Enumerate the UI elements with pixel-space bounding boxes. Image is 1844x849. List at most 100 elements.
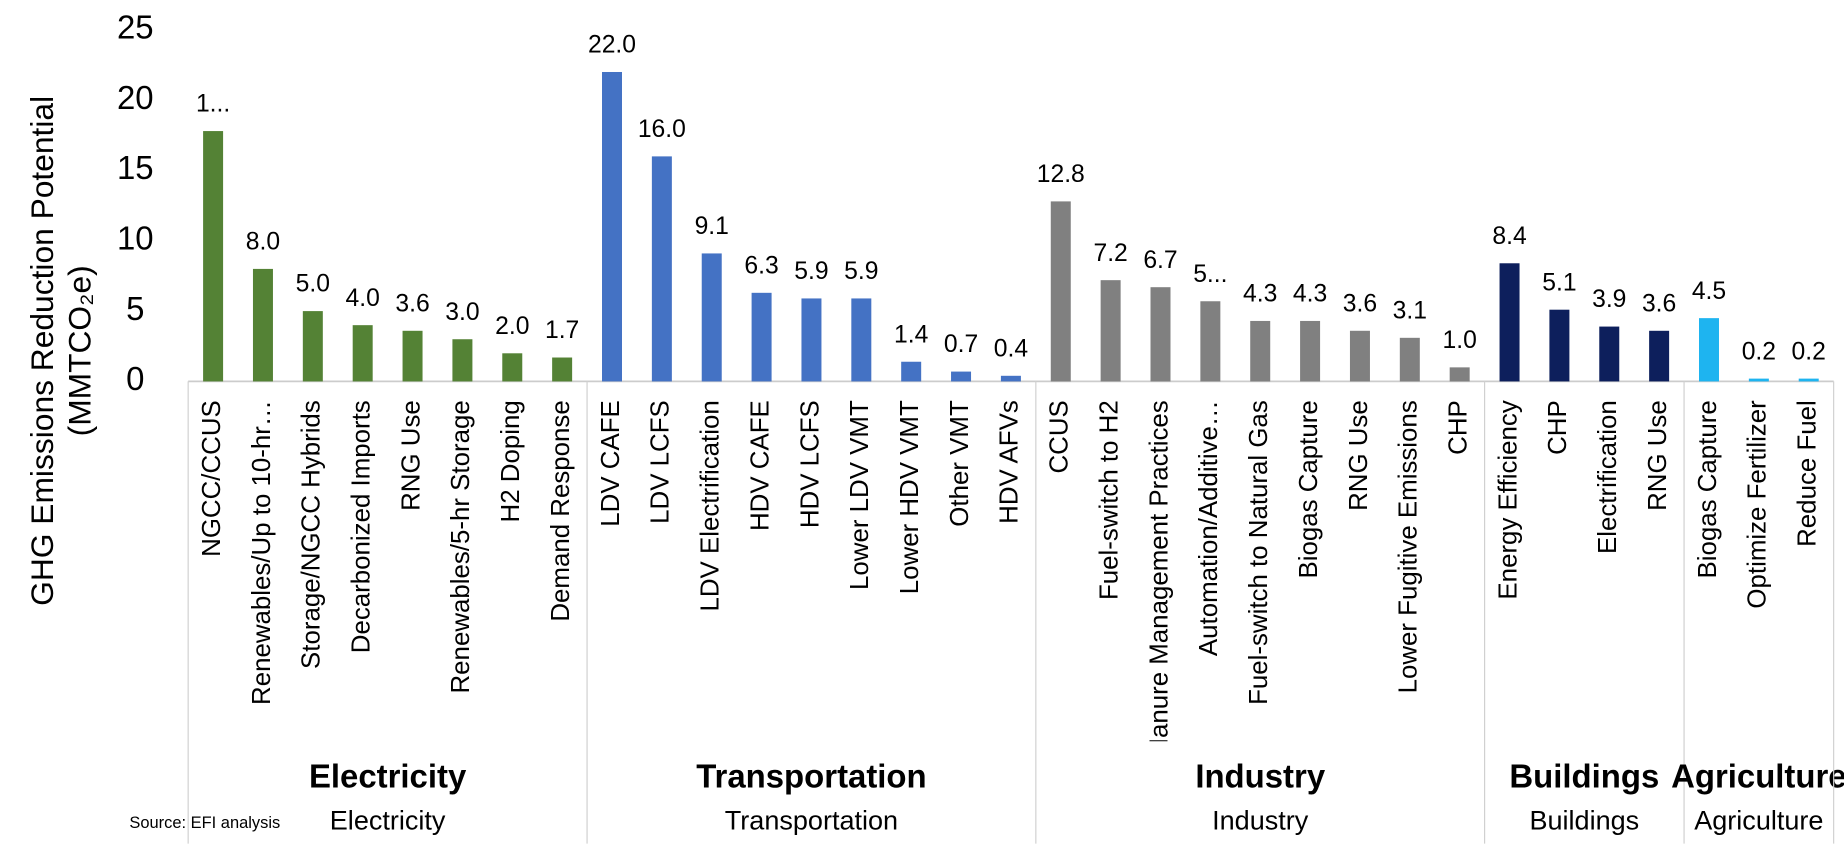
x-tick-label: CHP [1544,400,1572,455]
bar [1748,378,1769,382]
bar [352,325,373,382]
x-tick-label: Biogas Capture [1295,400,1323,578]
x-tick-label: CCUS [1046,400,1074,473]
x-tick-label: Electrification [1594,400,1622,554]
bar [1449,367,1470,382]
x-tick-label: HDV AFVs [996,400,1024,524]
group-label: Agriculture [1671,758,1844,795]
data-label: 5... [1193,261,1227,288]
x-tick-label: Renewables/5-hr Storage [447,400,475,693]
bar [402,330,423,382]
bar [1698,318,1719,382]
data-label: 5.0 [296,271,330,298]
source-note: Source: EFI analysis [129,814,280,832]
data-label: 3.6 [1343,290,1377,317]
data-label: 5.9 [844,258,878,285]
data-label: 1... [196,91,230,118]
bar [651,156,672,382]
bar [1349,330,1370,382]
group-label: Transportation [696,758,926,795]
data-label: 0.7 [944,331,978,358]
x-tick-label: Renewables/Up to 10-hr… [248,400,276,705]
data-label: 4.3 [1243,281,1277,308]
y-axis-title: GHG Emissions Reduction Potential [24,96,60,606]
bar [1549,309,1570,382]
x-tick-label: RNG Use [397,400,425,511]
bar [1000,375,1021,382]
group-sublabel: Transportation [725,806,898,836]
data-label: 6.3 [744,252,778,279]
group-label: Buildings [1509,758,1659,795]
x-tick-label: HDV LCFS [796,400,824,528]
bar [851,298,872,382]
x-tick-label: H2 Doping [497,400,525,522]
data-label: 3.6 [395,290,429,317]
data-label: 4.0 [346,285,380,312]
bar [1050,201,1071,382]
x-tick-label: Manure Management Practices [1145,400,1173,759]
x-tick-label: Lower LDV VMT [846,400,874,590]
x-tick-label: NGCC/CCUS [198,400,226,557]
x-tick-label: Lower HDV VMT [896,400,924,594]
y-tick-label: 10 [117,219,154,256]
bar [1100,280,1121,382]
bar [203,131,224,382]
x-tick-label: Biogas Capture [1694,400,1722,578]
data-label: 9.1 [695,213,729,240]
bar [1649,330,1670,382]
x-tick-label: RNG Use [1345,400,1373,511]
y-tick-label: 0 [126,360,144,397]
bar [1150,287,1171,382]
group-label: Electricity [309,758,467,795]
data-label: 7.2 [1093,240,1127,267]
bar [1399,337,1420,382]
bar [1300,320,1321,382]
x-tick-label: Reduce Fuel [1794,400,1822,547]
bar [1499,263,1520,382]
data-label: 0.2 [1792,338,1826,365]
y-axis-unit: (MMTCO₂e) [62,265,98,436]
x-tick-label: Fuel-switch to Natural Gas [1245,400,1273,705]
bar [951,371,972,382]
x-tick-label: Automation/Additive… [1195,400,1223,656]
category-labels: NGCC/CCUS Renewables/Up to 10-hr… Storage/… [198,400,1822,759]
data-label: 4.5 [1692,278,1726,305]
data-label: 1.7 [545,317,579,344]
data-label: 1.4 [894,321,928,348]
bar [1200,301,1221,382]
x-tick-label: LDV CAFE [597,400,625,526]
group-sublabel: Buildings [1529,806,1639,836]
group-sublabel: Electricity [330,806,446,836]
data-label: 4.3 [1293,281,1327,308]
y-tick-label: 15 [117,149,154,186]
x-tick-label: CHP [1445,400,1473,455]
data-label: 8.0 [246,229,280,256]
bar [1798,378,1819,382]
bar [502,353,523,382]
group-sublabel: Industry [1212,806,1309,836]
data-label: 3.9 [1592,286,1626,313]
bar [901,361,922,382]
x-tick-label: Other VMT [946,400,974,527]
bar [552,357,573,382]
data-label: 6.7 [1143,247,1177,274]
data-label: 3.6 [1642,290,1676,317]
x-tick-label: Demand Response [547,400,575,621]
x-tick-label: Energy Efficiency [1494,400,1522,599]
x-tick-label: Storage/NGCC Hybrids [298,400,326,669]
x-tick-label: Lower Fugitive Emissions [1395,400,1423,693]
bar [701,253,722,382]
y-tick-label: 25 [117,9,154,46]
data-label: 0.2 [1742,338,1776,365]
bar [751,292,772,382]
bar [1250,320,1271,382]
data-label: 16.0 [638,116,686,143]
data-label: 22.0 [588,32,636,59]
bar [302,311,323,382]
data-label: 5.9 [794,258,828,285]
bar [452,339,473,382]
x-tick-label: LDV LCFS [647,400,675,524]
bar [1599,326,1620,382]
x-tick-label: Decarbonized Imports [348,400,376,653]
